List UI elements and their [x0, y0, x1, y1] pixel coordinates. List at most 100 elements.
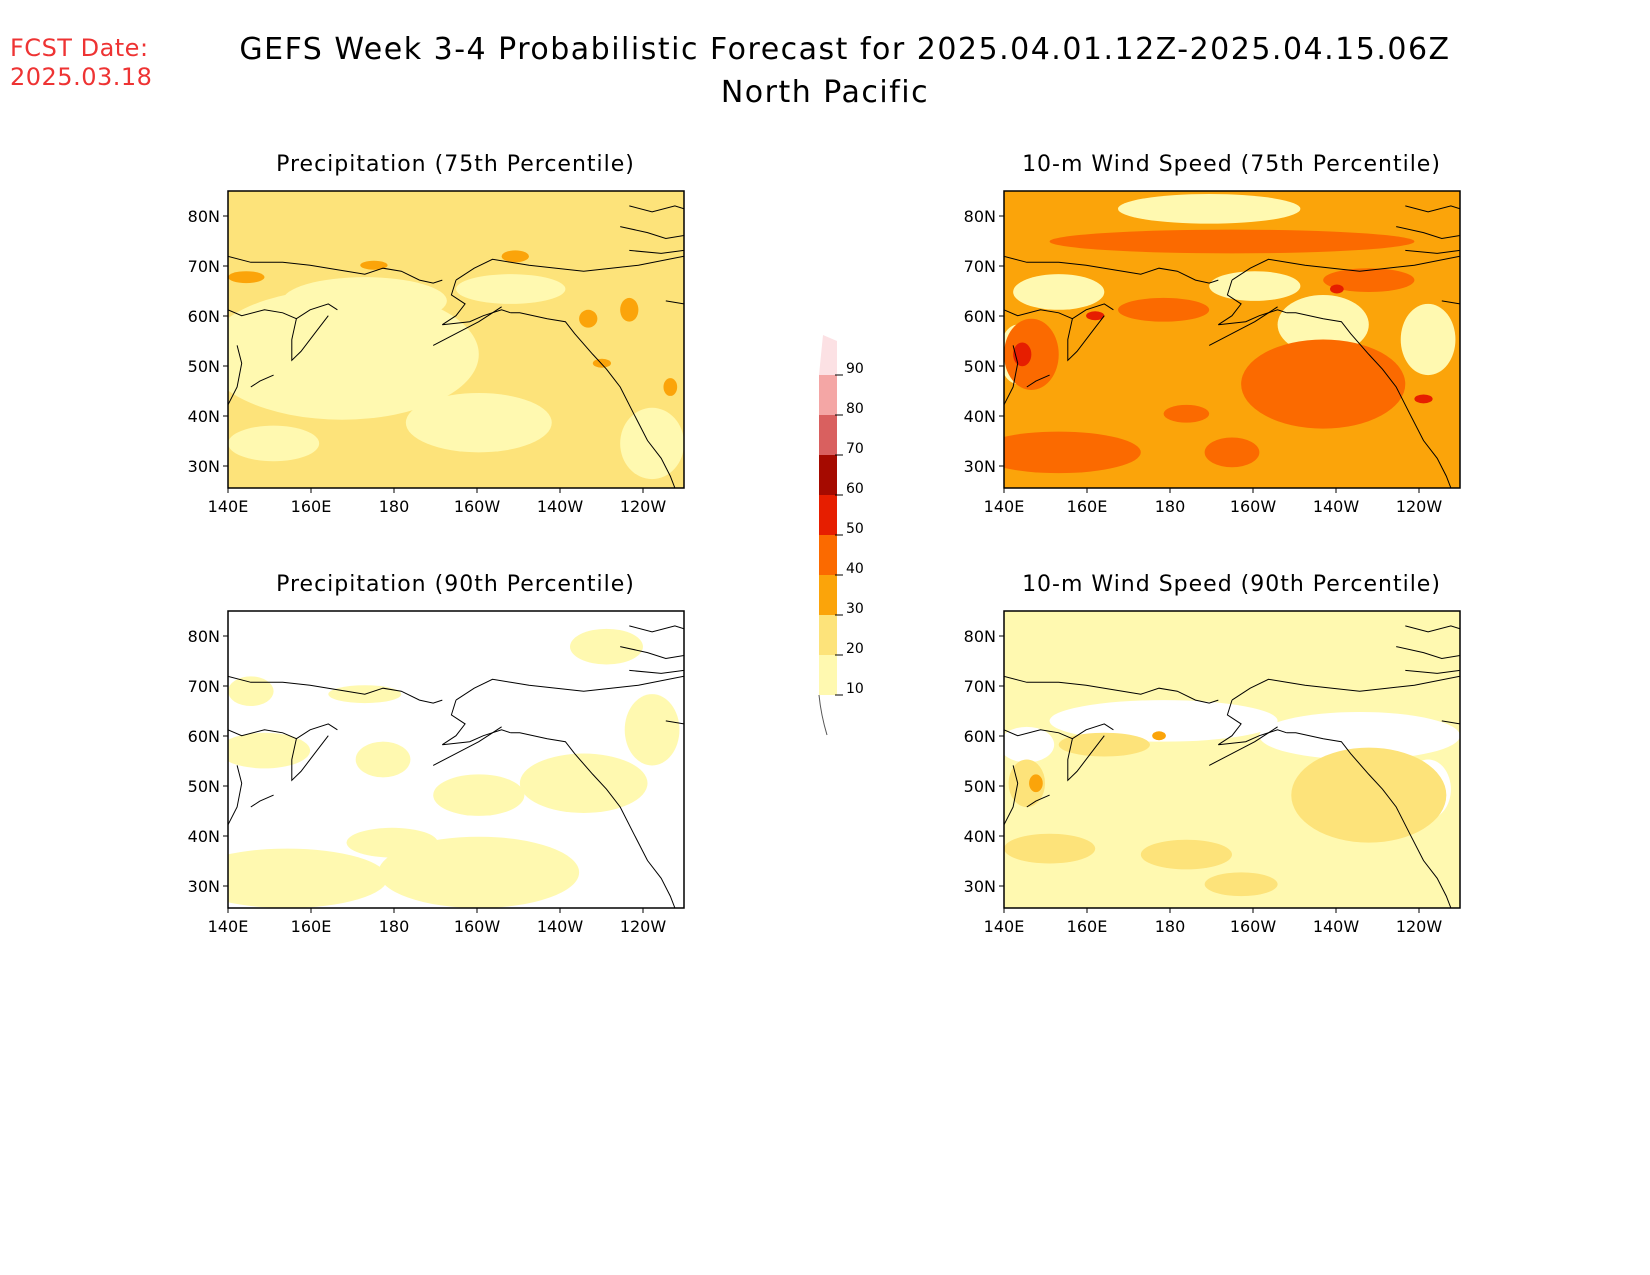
coastline [1286, 312, 1452, 488]
contour-region [1209, 271, 1301, 301]
coastline [665, 720, 684, 725]
contour-region [579, 309, 598, 328]
contour-region [228, 732, 311, 769]
map-frame [227, 610, 685, 909]
coastline [442, 279, 511, 326]
coastline [629, 205, 684, 213]
colorbar-segment [819, 415, 837, 455]
coastline [455, 255, 684, 281]
contour-region [1118, 193, 1301, 224]
contour-region [1049, 229, 1415, 254]
coastline [1067, 735, 1105, 782]
coastlines [1004, 205, 1460, 488]
lon-tick-label: 160W [1230, 497, 1277, 516]
contour-region [378, 836, 580, 908]
colorbar-tail [818, 694, 828, 736]
coastline [629, 669, 684, 674]
lon-tick-label: 180 [379, 917, 410, 936]
map-panel-precip-75: 80N 70N 60N 50N 40N 30N 140E 160E 180 160W 140W 120… [150, 185, 710, 525]
lon-tick-label: 160W [454, 917, 501, 936]
lat-tick-label: 30N [188, 457, 220, 476]
lat-tick-label: 70N [188, 677, 220, 696]
lat-tick-label: 30N [964, 877, 996, 896]
contour-region [282, 277, 447, 325]
fcst-date-caption: FCST Date: [10, 34, 149, 62]
contour-region [228, 271, 265, 284]
contour-region [1400, 303, 1456, 376]
contour-region [228, 676, 274, 707]
contour-region [1277, 294, 1369, 355]
contour-region [1029, 774, 1043, 793]
contour-region [1008, 759, 1046, 808]
colorbar-level-label: 90 [846, 361, 864, 377]
contour-region [570, 628, 643, 665]
contour-region [1118, 297, 1210, 322]
lon-tick-label: 140W [537, 917, 584, 936]
contour-region [1323, 268, 1415, 292]
coastlines [228, 205, 684, 488]
coastline [228, 303, 338, 320]
lon-tick-label: 140W [1313, 497, 1360, 516]
coastline [228, 345, 243, 406]
contour-region [228, 425, 320, 462]
lon-tick-label: 120W [620, 917, 667, 936]
contour-region [1049, 700, 1278, 742]
lat-tick-label: 70N [964, 677, 996, 696]
figure-title: GEFS Week 3-4 Probabilistic Forecast for… [0, 32, 1650, 110]
coastline [1026, 374, 1050, 388]
map-frame [1003, 610, 1461, 909]
lon-tick-label: 140E [208, 497, 249, 516]
map-panel-precip-90: 80N 70N 60N 50N 40N 30N 140E 160E 180 160W 140W 120… [150, 605, 710, 945]
lat-tick-label: 50N [964, 777, 996, 796]
coastline [1405, 249, 1460, 254]
coastline [250, 794, 274, 808]
coastline [1396, 226, 1460, 240]
colorbar-graphic: 10 20 30 40 50 60 70 80 90 [818, 335, 864, 736]
coastline [1004, 303, 1114, 320]
contour-region [1013, 342, 1032, 367]
lat-tick-label: 50N [188, 777, 220, 796]
coastline [1004, 675, 1219, 704]
coastline [1405, 669, 1460, 674]
coastline [1441, 720, 1460, 725]
lon-tick-label: 180 [1155, 497, 1186, 516]
lat-tick-label: 60N [964, 727, 996, 746]
contour-region [1204, 872, 1278, 897]
coastlines [1004, 625, 1460, 908]
coastline [250, 374, 274, 388]
colorbar-level-label: 50 [846, 521, 864, 537]
contour-region [228, 848, 388, 908]
lat-tick-label: 30N [964, 457, 996, 476]
region-subtitle: North Pacific [720, 75, 930, 110]
lon-tick-label: 140E [984, 497, 1025, 516]
lat-tick-label: 60N [188, 307, 220, 326]
panel-title-wind-75: 10-m Wind Speed (75th Percentile) [1022, 152, 1441, 177]
lat-tick-label: 50N [188, 357, 220, 376]
colorbar-segment [819, 615, 837, 655]
contour-fills [228, 250, 684, 480]
contour-region [620, 407, 684, 480]
lat-tick-label: 80N [964, 627, 996, 646]
coastline [1231, 675, 1460, 701]
contour-region [405, 392, 552, 453]
contour-region [592, 358, 612, 368]
lat-tick-label: 50N [964, 357, 996, 376]
coastline [1004, 345, 1019, 406]
contour-region [1152, 731, 1166, 741]
map-frame [1003, 190, 1461, 489]
panel-title-precip-90: Precipitation (90th Percentile) [276, 572, 635, 597]
map-svg: 80N 70N 60N 50N 40N 30N 140E 160E 180 160W 140W 120… [964, 190, 1461, 516]
map-svg: 80N 70N 60N 50N 40N 30N 140E 160E 180 160W 140W 120… [964, 610, 1461, 936]
contour-region [1163, 404, 1210, 423]
lon-tick-label: 160W [454, 497, 501, 516]
lat-tick-label: 80N [964, 207, 996, 226]
colorbar-level-label: 80 [846, 401, 864, 417]
coastline [620, 226, 684, 240]
lat-tick-label: 40N [964, 827, 996, 846]
coastline [629, 625, 684, 633]
contour-region [1241, 339, 1406, 429]
lat-tick-label: 40N [188, 407, 220, 426]
contour-region [346, 827, 438, 858]
lon-tick-label: 160E [1067, 917, 1108, 936]
coastline [291, 315, 329, 362]
